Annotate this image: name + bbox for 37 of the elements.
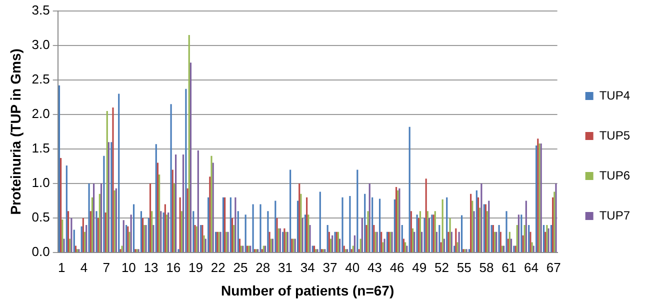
x-tick-label: 52 bbox=[434, 260, 450, 275]
y-tick-label: 3.0 bbox=[32, 36, 50, 52]
y-axis-title: Proteinuria (TUP in Gms) bbox=[7, 48, 24, 215]
x-tick-label: 43 bbox=[367, 260, 382, 275]
x-tick-label: 67 bbox=[546, 260, 561, 275]
x-tick-label: 7 bbox=[102, 260, 110, 275]
y-tick-label: 0.5 bbox=[32, 210, 50, 225]
y-tick-label: 0.0 bbox=[32, 244, 50, 260]
legend-label: TUP6 bbox=[599, 168, 630, 182]
x-tick-label: 22 bbox=[210, 260, 226, 275]
x-tick-label: 16 bbox=[166, 260, 181, 275]
y-tick-label: 3.5 bbox=[32, 2, 50, 18]
legend-label: TUP4 bbox=[599, 88, 630, 102]
y-tick-label: 2.0 bbox=[32, 106, 50, 122]
legend-label: TUP5 bbox=[599, 128, 630, 142]
x-axis-title: Number of patients (n=67) bbox=[221, 282, 394, 298]
x-tick-label: 25 bbox=[233, 260, 248, 275]
x-tick-label: 19 bbox=[188, 260, 204, 275]
x-tick-label: 64 bbox=[524, 260, 538, 275]
x-tick-label: 55 bbox=[456, 260, 472, 275]
legend-label: TUP7 bbox=[599, 208, 630, 222]
x-tick-label: 13 bbox=[144, 260, 158, 275]
x-tick-label: 28 bbox=[256, 260, 270, 275]
y-tick-label: 2.5 bbox=[32, 71, 50, 86]
x-tick-label: 4 bbox=[80, 260, 88, 275]
x-tick-label: 1 bbox=[58, 260, 66, 275]
y-tick-label: 1.5 bbox=[32, 140, 50, 156]
x-tick-label: 40 bbox=[345, 260, 360, 275]
y-tick-label: 1.0 bbox=[32, 175, 50, 190]
x-tick-label: 61 bbox=[502, 260, 516, 275]
x-tick-label: 37 bbox=[322, 260, 338, 275]
x-tick-label: 58 bbox=[479, 260, 494, 275]
x-tick-label: 46 bbox=[390, 260, 404, 275]
x-tick-label: 31 bbox=[278, 260, 292, 275]
x-tick-label: 49 bbox=[412, 260, 427, 275]
x-tick-label: 34 bbox=[300, 260, 315, 275]
x-tick-label: 10 bbox=[121, 260, 136, 275]
